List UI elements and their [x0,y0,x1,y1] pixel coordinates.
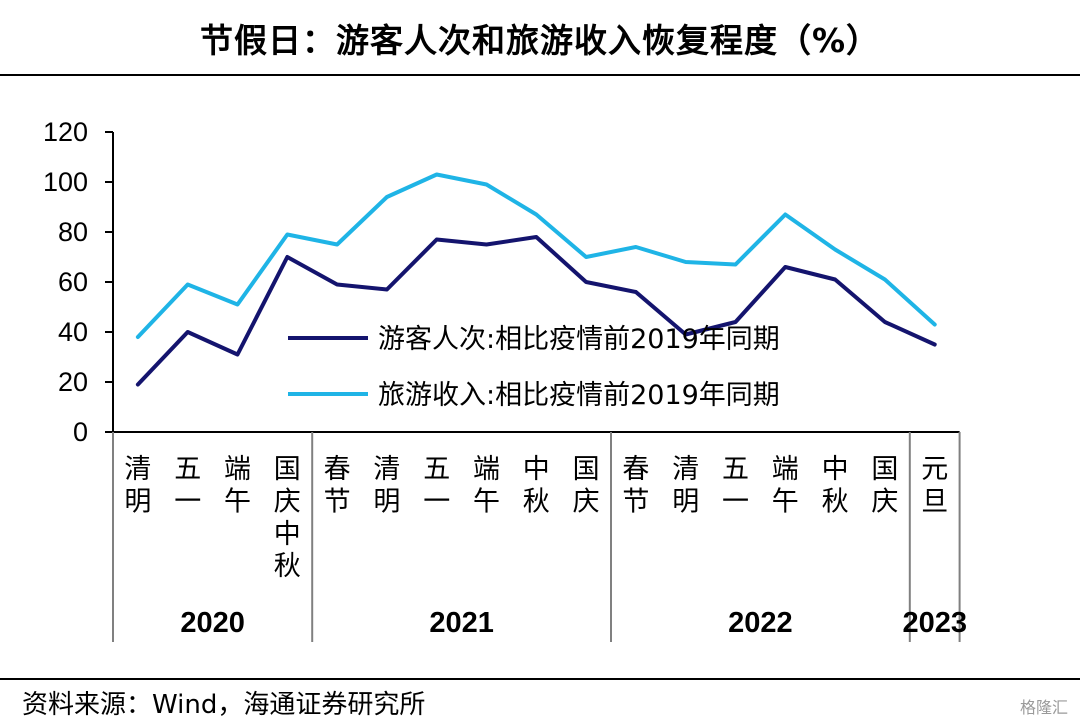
y-tick-label: 40 [58,317,88,347]
y-axis: 0 20 40 60 80 100 120 [43,117,114,447]
x-category-label: 国庆 [871,454,898,517]
footer-rule [0,678,1080,680]
x-category-label: 清明 [373,454,400,517]
y-tick-label: 60 [58,267,88,297]
series-line-1 [135,235,937,387]
title-bar: 节假日：游客人次和旅游收入恢复程度（%） [0,0,1080,76]
x-category-label: 春节 [324,454,351,517]
y-tick-label: 100 [43,167,88,197]
x-category-label: 春节 [622,454,649,517]
x-category-label: 端午 [473,454,500,517]
legend-label-1: 游客人次:相比疫情前2019年同期 [378,324,780,355]
x-category-label: 清明 [124,454,151,517]
title-rule [0,74,1080,76]
watermark: 格隆汇 [1019,698,1068,717]
x-category-label: 五一 [423,454,450,517]
x-category-label: 五一 [722,454,749,517]
x-category-label: 清明 [672,454,699,517]
x-category-label: 中秋 [523,454,550,517]
x-category-label: 端午 [772,454,799,517]
legend-label-2: 旅游收入:相比疫情前2019年同期 [378,380,780,411]
x-category-label: 端午 [224,454,251,517]
y-tick-label: 20 [58,367,88,397]
x-category-label: 中秋 [822,454,849,517]
series-line-2 [135,172,937,339]
x-year-label: 2022 [728,607,793,639]
x-axis: 清明五一端午国庆中秋春节清明五一端午中秋国庆春节清明五一端午中秋国庆元旦2020… [112,431,967,642]
x-year-label: 2021 [429,607,494,639]
y-tick-label: 80 [58,217,88,247]
x-category-label: 国庆 [573,454,600,517]
x-year-label: 2023 [902,607,967,639]
x-category-label: 国庆中秋 [274,454,301,582]
x-year-label: 2020 [180,607,245,639]
source-note: 资料来源：Wind，海通证券研究所 [22,690,426,720]
x-category-label: 五一 [174,454,201,517]
y-tick-label: 0 [73,417,88,447]
series-lines [135,172,937,387]
x-category-label: 元旦 [921,454,948,517]
chart-title: 节假日：游客人次和旅游收入恢复程度（%） [199,21,881,60]
y-tick-label: 120 [43,117,88,147]
